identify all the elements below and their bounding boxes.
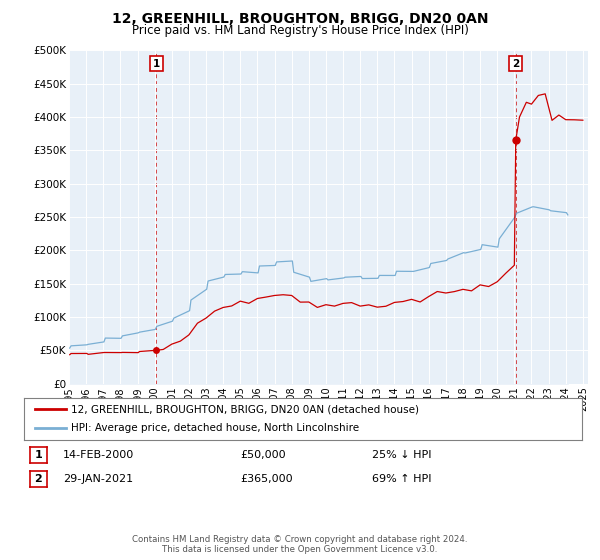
Text: 12, GREENHILL, BROUGHTON, BRIGG, DN20 0AN (detached house): 12, GREENHILL, BROUGHTON, BRIGG, DN20 0A… — [71, 404, 419, 414]
Text: 2: 2 — [512, 59, 520, 69]
Text: 12, GREENHILL, BROUGHTON, BRIGG, DN20 0AN: 12, GREENHILL, BROUGHTON, BRIGG, DN20 0A… — [112, 12, 488, 26]
Text: Contains HM Land Registry data © Crown copyright and database right 2024.
This d: Contains HM Land Registry data © Crown c… — [132, 535, 468, 554]
Text: £50,000: £50,000 — [240, 450, 286, 460]
Text: 29-JAN-2021: 29-JAN-2021 — [63, 474, 133, 484]
Text: 1: 1 — [153, 59, 160, 69]
Text: £365,000: £365,000 — [240, 474, 293, 484]
Text: 69% ↑ HPI: 69% ↑ HPI — [372, 474, 431, 484]
Text: 14-FEB-2000: 14-FEB-2000 — [63, 450, 134, 460]
Text: Price paid vs. HM Land Registry's House Price Index (HPI): Price paid vs. HM Land Registry's House … — [131, 24, 469, 36]
Text: HPI: Average price, detached house, North Lincolnshire: HPI: Average price, detached house, Nort… — [71, 423, 359, 433]
Text: 1: 1 — [35, 450, 42, 460]
Text: 25% ↓ HPI: 25% ↓ HPI — [372, 450, 431, 460]
Text: 2: 2 — [35, 474, 42, 484]
